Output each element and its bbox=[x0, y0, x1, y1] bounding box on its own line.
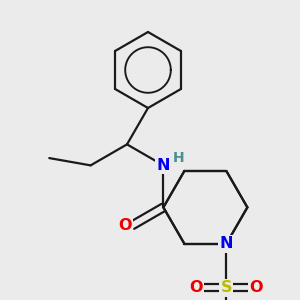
Text: S: S bbox=[220, 280, 232, 295]
Text: H: H bbox=[172, 152, 184, 165]
Text: N: N bbox=[157, 158, 170, 173]
Text: O: O bbox=[190, 280, 203, 295]
Text: N: N bbox=[220, 236, 233, 251]
Text: O: O bbox=[118, 218, 132, 233]
Text: O: O bbox=[250, 280, 263, 295]
